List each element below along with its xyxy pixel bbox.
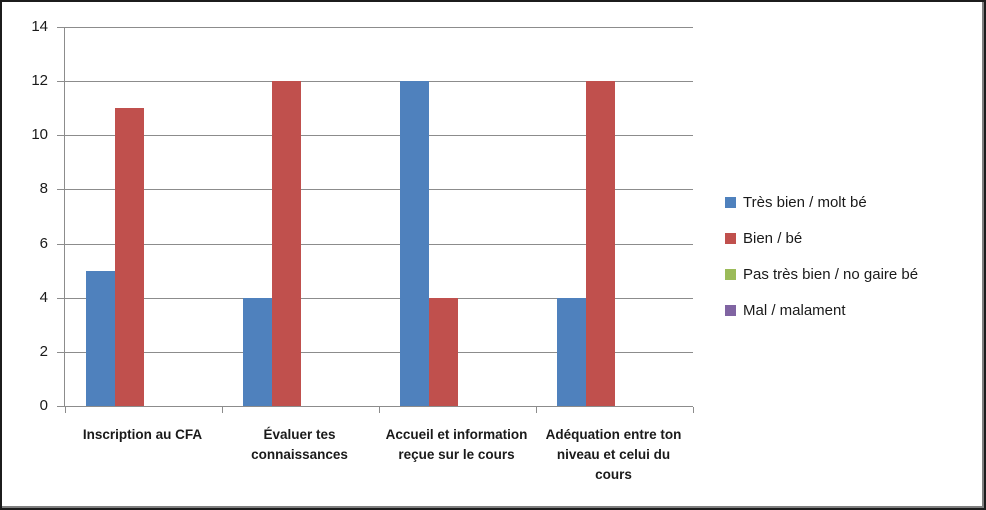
bar-series1-cat3 bbox=[585, 81, 615, 406]
gridline bbox=[65, 27, 693, 28]
gridline bbox=[65, 135, 693, 136]
x-axis-tick bbox=[536, 407, 537, 413]
legend: Très bien / molt bé Bien / bé Pas très bie… bbox=[725, 193, 918, 337]
plot-area bbox=[57, 27, 694, 413]
bar-series1-cat2 bbox=[428, 297, 458, 406]
gridline bbox=[65, 298, 693, 299]
bar-group bbox=[379, 27, 536, 406]
y-axis-label: 6 bbox=[39, 235, 48, 252]
gridline bbox=[65, 189, 693, 190]
bar-series0-cat2 bbox=[399, 81, 429, 406]
bar-group bbox=[536, 27, 693, 406]
bar-series0-cat1 bbox=[242, 297, 272, 406]
category-label: Évaluer tes connaissances bbox=[251, 427, 348, 462]
y-axis-label: 4 bbox=[39, 289, 48, 306]
legend-item: Très bien / molt bé bbox=[725, 193, 918, 211]
y-axis-tick bbox=[57, 81, 65, 82]
legend-label: Bien / bé bbox=[743, 229, 803, 247]
bar-series1-cat0 bbox=[114, 108, 144, 406]
y-axis-label: 14 bbox=[31, 18, 48, 35]
legend-label: Mal / malament bbox=[743, 301, 846, 319]
bar-series1-cat1 bbox=[271, 81, 301, 406]
y-axis-tick bbox=[57, 135, 65, 136]
y-axis-labels: 0 2 4 6 8 10 12 14 bbox=[2, 18, 50, 414]
gridline bbox=[65, 81, 693, 82]
y-axis-label: 0 bbox=[39, 397, 48, 414]
legend-item: Pas très bien / no gaire bé bbox=[725, 265, 918, 283]
legend-item: Mal / malament bbox=[725, 301, 918, 319]
category-label: Adéquation entre ton niveau et celui du … bbox=[545, 427, 682, 482]
y-axis-tick bbox=[57, 406, 65, 407]
y-axis-tick bbox=[57, 189, 65, 190]
gridline bbox=[65, 244, 693, 245]
legend-item: Bien / bé bbox=[725, 229, 918, 247]
legend-swatch bbox=[725, 268, 736, 280]
gridline bbox=[65, 352, 693, 353]
x-axis-labels: Inscription au CFA Évaluer tes connaissan… bbox=[64, 425, 692, 485]
y-axis-tick bbox=[57, 27, 65, 28]
bar-series0-cat3 bbox=[556, 297, 586, 406]
x-axis-tick bbox=[222, 407, 223, 413]
bar-group bbox=[65, 27, 222, 406]
y-axis-label: 10 bbox=[31, 126, 48, 143]
x-axis-tick bbox=[693, 407, 694, 413]
legend-swatch bbox=[725, 196, 736, 208]
legend-swatch bbox=[725, 232, 736, 244]
y-axis-tick bbox=[57, 298, 65, 299]
bar-series0-cat0 bbox=[85, 270, 115, 406]
category-label: Accueil et information reçue sur le cour… bbox=[385, 427, 528, 462]
legend-label: Pas très bien / no gaire bé bbox=[743, 265, 919, 283]
legend-label: Très bien / molt bé bbox=[743, 193, 867, 211]
y-axis-tick bbox=[57, 352, 65, 353]
category-label: Inscription au CFA bbox=[82, 427, 203, 442]
x-axis-tick bbox=[379, 407, 380, 413]
x-axis-tick bbox=[65, 407, 66, 413]
y-axis-label: 12 bbox=[31, 72, 48, 89]
legend-swatch bbox=[725, 304, 736, 316]
y-axis-tick bbox=[57, 244, 65, 245]
y-axis-label: 8 bbox=[39, 180, 48, 197]
y-axis-label: 2 bbox=[39, 343, 48, 360]
bar-group bbox=[222, 27, 379, 406]
